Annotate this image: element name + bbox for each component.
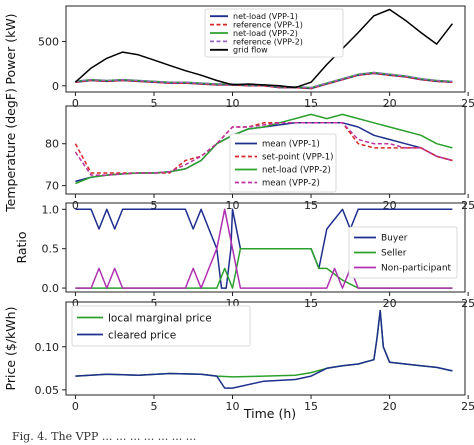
y-tick-label: 0 [52,80,59,93]
x-tick-label: 20 [383,297,397,310]
x-tick-label: 25 [461,297,474,310]
legend-label: Non-participant [381,264,452,274]
panel-3: 0.0 0.5 1.0 0 5 10 15 20 25 Ratio Buyer Seller Non-p… [14,202,474,310]
x-tick-label: 10 [226,400,240,413]
x-tick-label: 5 [150,199,157,212]
x-tick-label: 0 [72,297,79,310]
x-tick-label: 25 [461,97,474,110]
x-tick-label: 25 [461,400,474,413]
panel-4: 0.05 0.10 0 5 10 15 20 25 Price ($/kWh) local mar… [3,301,474,413]
figure-caption: Fig. 4. The VPP ... ... ... ... ... ... … [12,430,196,443]
y-tick-label: 1.0 [42,203,60,216]
y-tick-label: 0.5 [42,243,60,256]
axes-frame [65,202,466,293]
legend-label: grid flow [233,46,268,55]
y-tick-label: 500 [38,35,59,48]
x-tick-label: 15 [304,97,318,110]
legend: mean (VPP-1) set-point (VPP-1) net-load (V… [229,133,337,193]
legend-label: Buyer [381,234,408,244]
series-line-3-3 [75,208,453,289]
legend-label: Seller [381,249,407,259]
series-line-1-2 [75,72,453,90]
y-tick-label: 0.05 [35,384,60,397]
legend-label: cleared price [108,329,176,341]
x-tick-label: 20 [383,400,397,413]
y-tick-label: 0.10 [35,341,60,354]
legend-label: set-point (VPP-1) [262,153,333,163]
y-tick-label: 80 [45,138,59,151]
legend-label: mean (VPP-1) [262,140,320,150]
x-axis-label: Time (h) [243,406,296,421]
y-axis-label: Power (kW) [3,13,18,84]
series-line-3-2 [75,247,453,289]
x-tick-label: 15 [304,400,318,413]
axes-frame [65,105,466,195]
legend-label: net-load (VPP-2) [233,29,298,38]
axes-frame [65,5,466,93]
x-tick-label: 5 [150,297,157,310]
legend-box [71,305,251,347]
x-tick-label: 5 [150,97,157,110]
x-tick-label: 0 [72,97,79,110]
legend: net-load (VPP-1)reference (VPP-1)net-loa… [204,8,344,58]
legend-label: reference (VPP-2) [233,37,303,46]
x-tick-label: 0 [72,199,79,212]
y-axis-label: Ratio [14,231,29,263]
x-tick-label: 5 [150,400,157,413]
y-axis-label: Temperature (degF) [3,88,18,213]
series-line-3-1 [75,208,453,289]
panel-1: 0 500 0 5 10 15 20 25 Power (kW) net-load (VPP-1)… [3,5,474,110]
legend-label: local marginal price [108,312,212,324]
x-tick-label: 0 [72,400,79,413]
y-tick-label: 0.0 [42,282,60,295]
x-tick-label: 20 [383,97,397,110]
series-line-4-2 [75,309,453,389]
x-tick-label: 10 [226,97,240,110]
legend-label: net-load (VPP-2) [262,166,331,176]
series-line-1-5 [74,8,453,89]
x-tick-label: 25 [461,199,474,212]
legend: Buyer Seller Non-participant [348,226,458,279]
legend-box [204,8,344,58]
x-tick-label: 15 [304,199,318,212]
y-tick-label: 70 [45,180,59,193]
x-tick-label: 15 [304,297,318,310]
legend: local marginal price cleared price [71,305,251,347]
legend-box [229,133,337,193]
x-tick-label: 10 [226,199,240,212]
panel-2: 70 80 0 5 10 15 20 25 Temperature (degF) mean (VP… [3,88,474,213]
legend-label: net-load (VPP-1) [233,12,298,21]
series-line-2-4 [74,122,453,176]
y-axis-label: Price ($/kWh) [3,307,18,391]
legend-box [348,226,458,279]
legend-label: mean (VPP-2) [262,179,320,189]
axes-frame [65,301,466,396]
legend-label: reference (VPP-1) [233,20,303,29]
